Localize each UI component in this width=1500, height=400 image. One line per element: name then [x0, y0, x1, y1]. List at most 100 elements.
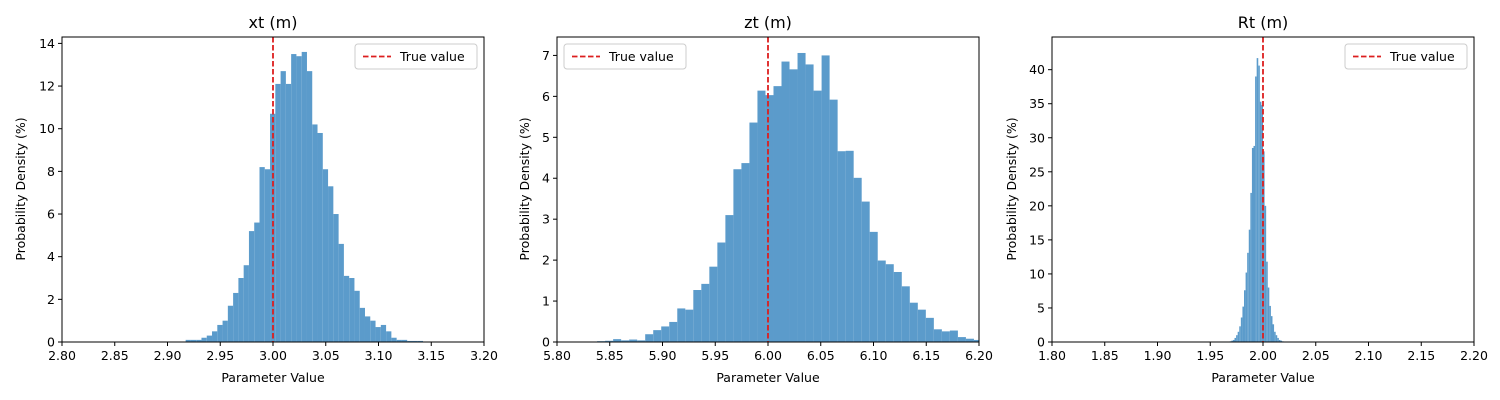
y-tick-label: 4: [542, 171, 550, 186]
histogram-bar: [1253, 145, 1256, 342]
y-tick-label: 2: [47, 292, 55, 307]
histogram-bar: [1274, 331, 1276, 342]
histogram-bar: [1255, 76, 1257, 343]
y-axis-label: Probability Density (%): [13, 117, 28, 260]
histogram-bar: [328, 186, 334, 342]
histogram-bar: [797, 52, 806, 342]
x-tick-label: 1.90: [1144, 348, 1172, 363]
histogram-bar: [765, 95, 774, 342]
histogram-bar: [693, 290, 702, 342]
x-ticks: 2.80 2.85 2.90 2.95 3.00 3.05 3.10 3.15 3.20: [48, 342, 498, 363]
histogram-bar: [270, 113, 276, 342]
histogram-bar: [248, 231, 255, 342]
histogram-bar: [829, 99, 838, 342]
legend-label: True value: [1389, 49, 1455, 64]
histogram-bar: [1250, 192, 1252, 342]
histogram-panel-xt: xt (m) Parameter Value Probability Densi…: [13, 13, 498, 385]
histogram-bar: [375, 327, 381, 342]
histogram-bar: [1242, 306, 1245, 342]
histogram-bar: [206, 335, 213, 342]
histogram-bar: [781, 61, 790, 343]
histogram-bar: [701, 283, 710, 342]
histogram-bar: [417, 340, 424, 342]
histogram-bar: [853, 177, 862, 342]
y-tick-label: 12: [39, 79, 55, 94]
histogram-bar: [885, 264, 894, 342]
y-tick-label: 15: [1029, 232, 1045, 247]
x-tick-label: 5.90: [649, 348, 677, 363]
x-axis-label: Parameter Value: [716, 370, 820, 385]
x-ticks: 5.80 5.85 5.90 5.95 6.00 6.05 6.10 6.15 6.20: [543, 342, 993, 363]
y-tick-label: 7: [542, 48, 550, 63]
histogram-bar: [653, 330, 662, 342]
histogram-bar: [837, 151, 846, 342]
y-tick-label: 30: [1029, 130, 1045, 145]
histogram-bar: [901, 286, 910, 342]
histogram-bar: [222, 320, 228, 342]
y-tick-label: 14: [39, 36, 55, 51]
histogram-bar: [291, 54, 297, 343]
histogram-bar: [621, 340, 630, 342]
histogram-bar: [1272, 324, 1275, 342]
x-tick-label: 3.00: [259, 348, 287, 363]
histogram-bar: [741, 163, 750, 342]
histogram-bar: [1236, 335, 1238, 342]
x-tick-label: 3.20: [470, 348, 498, 363]
x-tick-label: 6.10: [860, 348, 888, 363]
histogram-bar: [333, 214, 339, 342]
histogram-bar: [238, 278, 244, 342]
x-tick-label: 1.95: [1196, 348, 1224, 363]
histogram-bars: [1229, 58, 1284, 343]
histogram-bar: [280, 71, 286, 342]
x-tick-label: 2.00: [1249, 348, 1277, 363]
histogram-bar: [677, 308, 686, 342]
histogram-bar: [709, 266, 718, 342]
histogram-bar: [317, 132, 323, 342]
histogram-bar: [717, 242, 726, 342]
histogram-bar: [1245, 272, 1248, 342]
histogram-bar: [1256, 58, 1259, 342]
histogram-bar: [359, 307, 365, 342]
histogram-bar: [185, 339, 191, 342]
histogram-bar: [1248, 229, 1251, 342]
histogram-bar: [1264, 205, 1267, 342]
histogram-bar: [1267, 287, 1270, 342]
histogram-bar: [1280, 340, 1282, 342]
histogram-bar: [1269, 305, 1271, 342]
legend-label: True value: [608, 49, 674, 64]
histogram-bar: [285, 83, 292, 343]
histogram-bar: [1231, 340, 1233, 342]
histogram-bar: [396, 339, 402, 342]
histogram-bar: [973, 339, 979, 342]
x-tick-label: 6.00: [754, 348, 782, 363]
histogram-bars: [185, 51, 424, 343]
y-tick-label: 0: [1037, 335, 1045, 350]
y-tick-label: 0: [542, 335, 550, 350]
x-tick-label: 2.10: [1355, 348, 1383, 363]
histogram-bar: [1234, 337, 1237, 342]
histogram-bar: [338, 243, 344, 342]
histogram-bar: [370, 320, 376, 342]
legend-box: [563, 43, 687, 70]
histogram-bar: [412, 340, 418, 342]
histogram-bar: [749, 122, 758, 342]
x-axis-label: Parameter Value: [221, 370, 325, 385]
histogram-bar: [217, 324, 223, 342]
y-tick-label: 10: [1029, 266, 1045, 281]
histogram-bar: [661, 326, 670, 342]
histogram-bar: [813, 90, 822, 342]
x-tick-label: 6.15: [912, 348, 940, 363]
y-tick-label: 20: [1029, 198, 1045, 213]
histogram-bar: [725, 215, 734, 342]
histogram-bar: [227, 305, 234, 342]
panel-title: zt (m): [744, 13, 792, 32]
histogram-panel-zt: zt (m) Parameter Value Probability Densi…: [517, 13, 993, 385]
y-ticks: 0 5 10 15 20 25 30 35 40: [1029, 62, 1052, 350]
histogram-bar: [1232, 339, 1235, 342]
histogram-bar: [757, 90, 766, 342]
histogram-bar: [773, 86, 782, 342]
x-tick-label: 2.80: [48, 348, 76, 363]
histogram-bar: [613, 339, 622, 342]
y-tick-label: 35: [1029, 96, 1045, 111]
histogram-bar: [254, 222, 260, 342]
